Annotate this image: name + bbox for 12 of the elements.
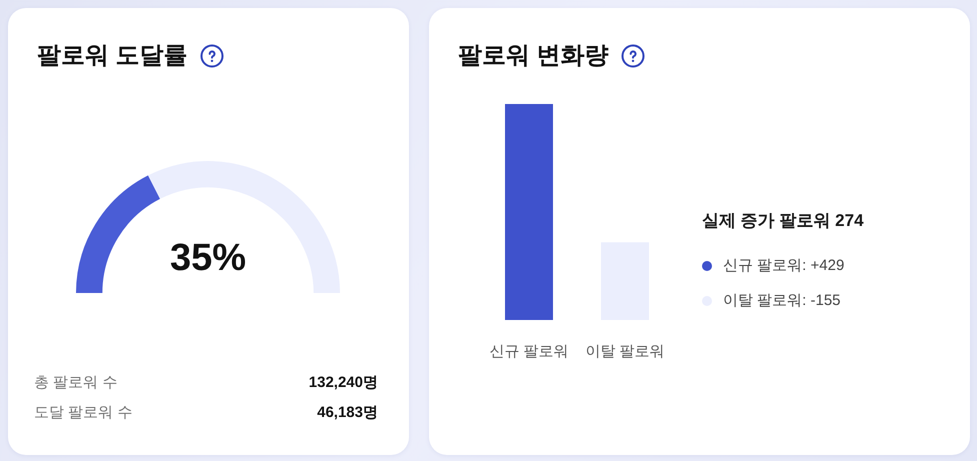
legend-title: 실제 증가 팔로워 274	[702, 211, 864, 231]
x-tick-label: 신규 팔로워	[489, 343, 569, 360]
chart-title: 팔로워 변화량	[458, 42, 609, 70]
x-tick-label: 이탈 팔로워	[585, 343, 665, 360]
legend-label: 신규 팔로워: +429	[723, 257, 844, 275]
text: 총 팔로워 수	[34, 374, 118, 392]
text: 132,240명	[308, 374, 378, 392]
text: 46,183명	[317, 404, 378, 422]
legend-label: 이탈 팔로워: -155	[723, 292, 841, 310]
text: 도달 팔로워 수	[34, 404, 132, 422]
text: 35%	[170, 236, 246, 280]
chart-title: 팔로워 도달률	[37, 42, 188, 70]
